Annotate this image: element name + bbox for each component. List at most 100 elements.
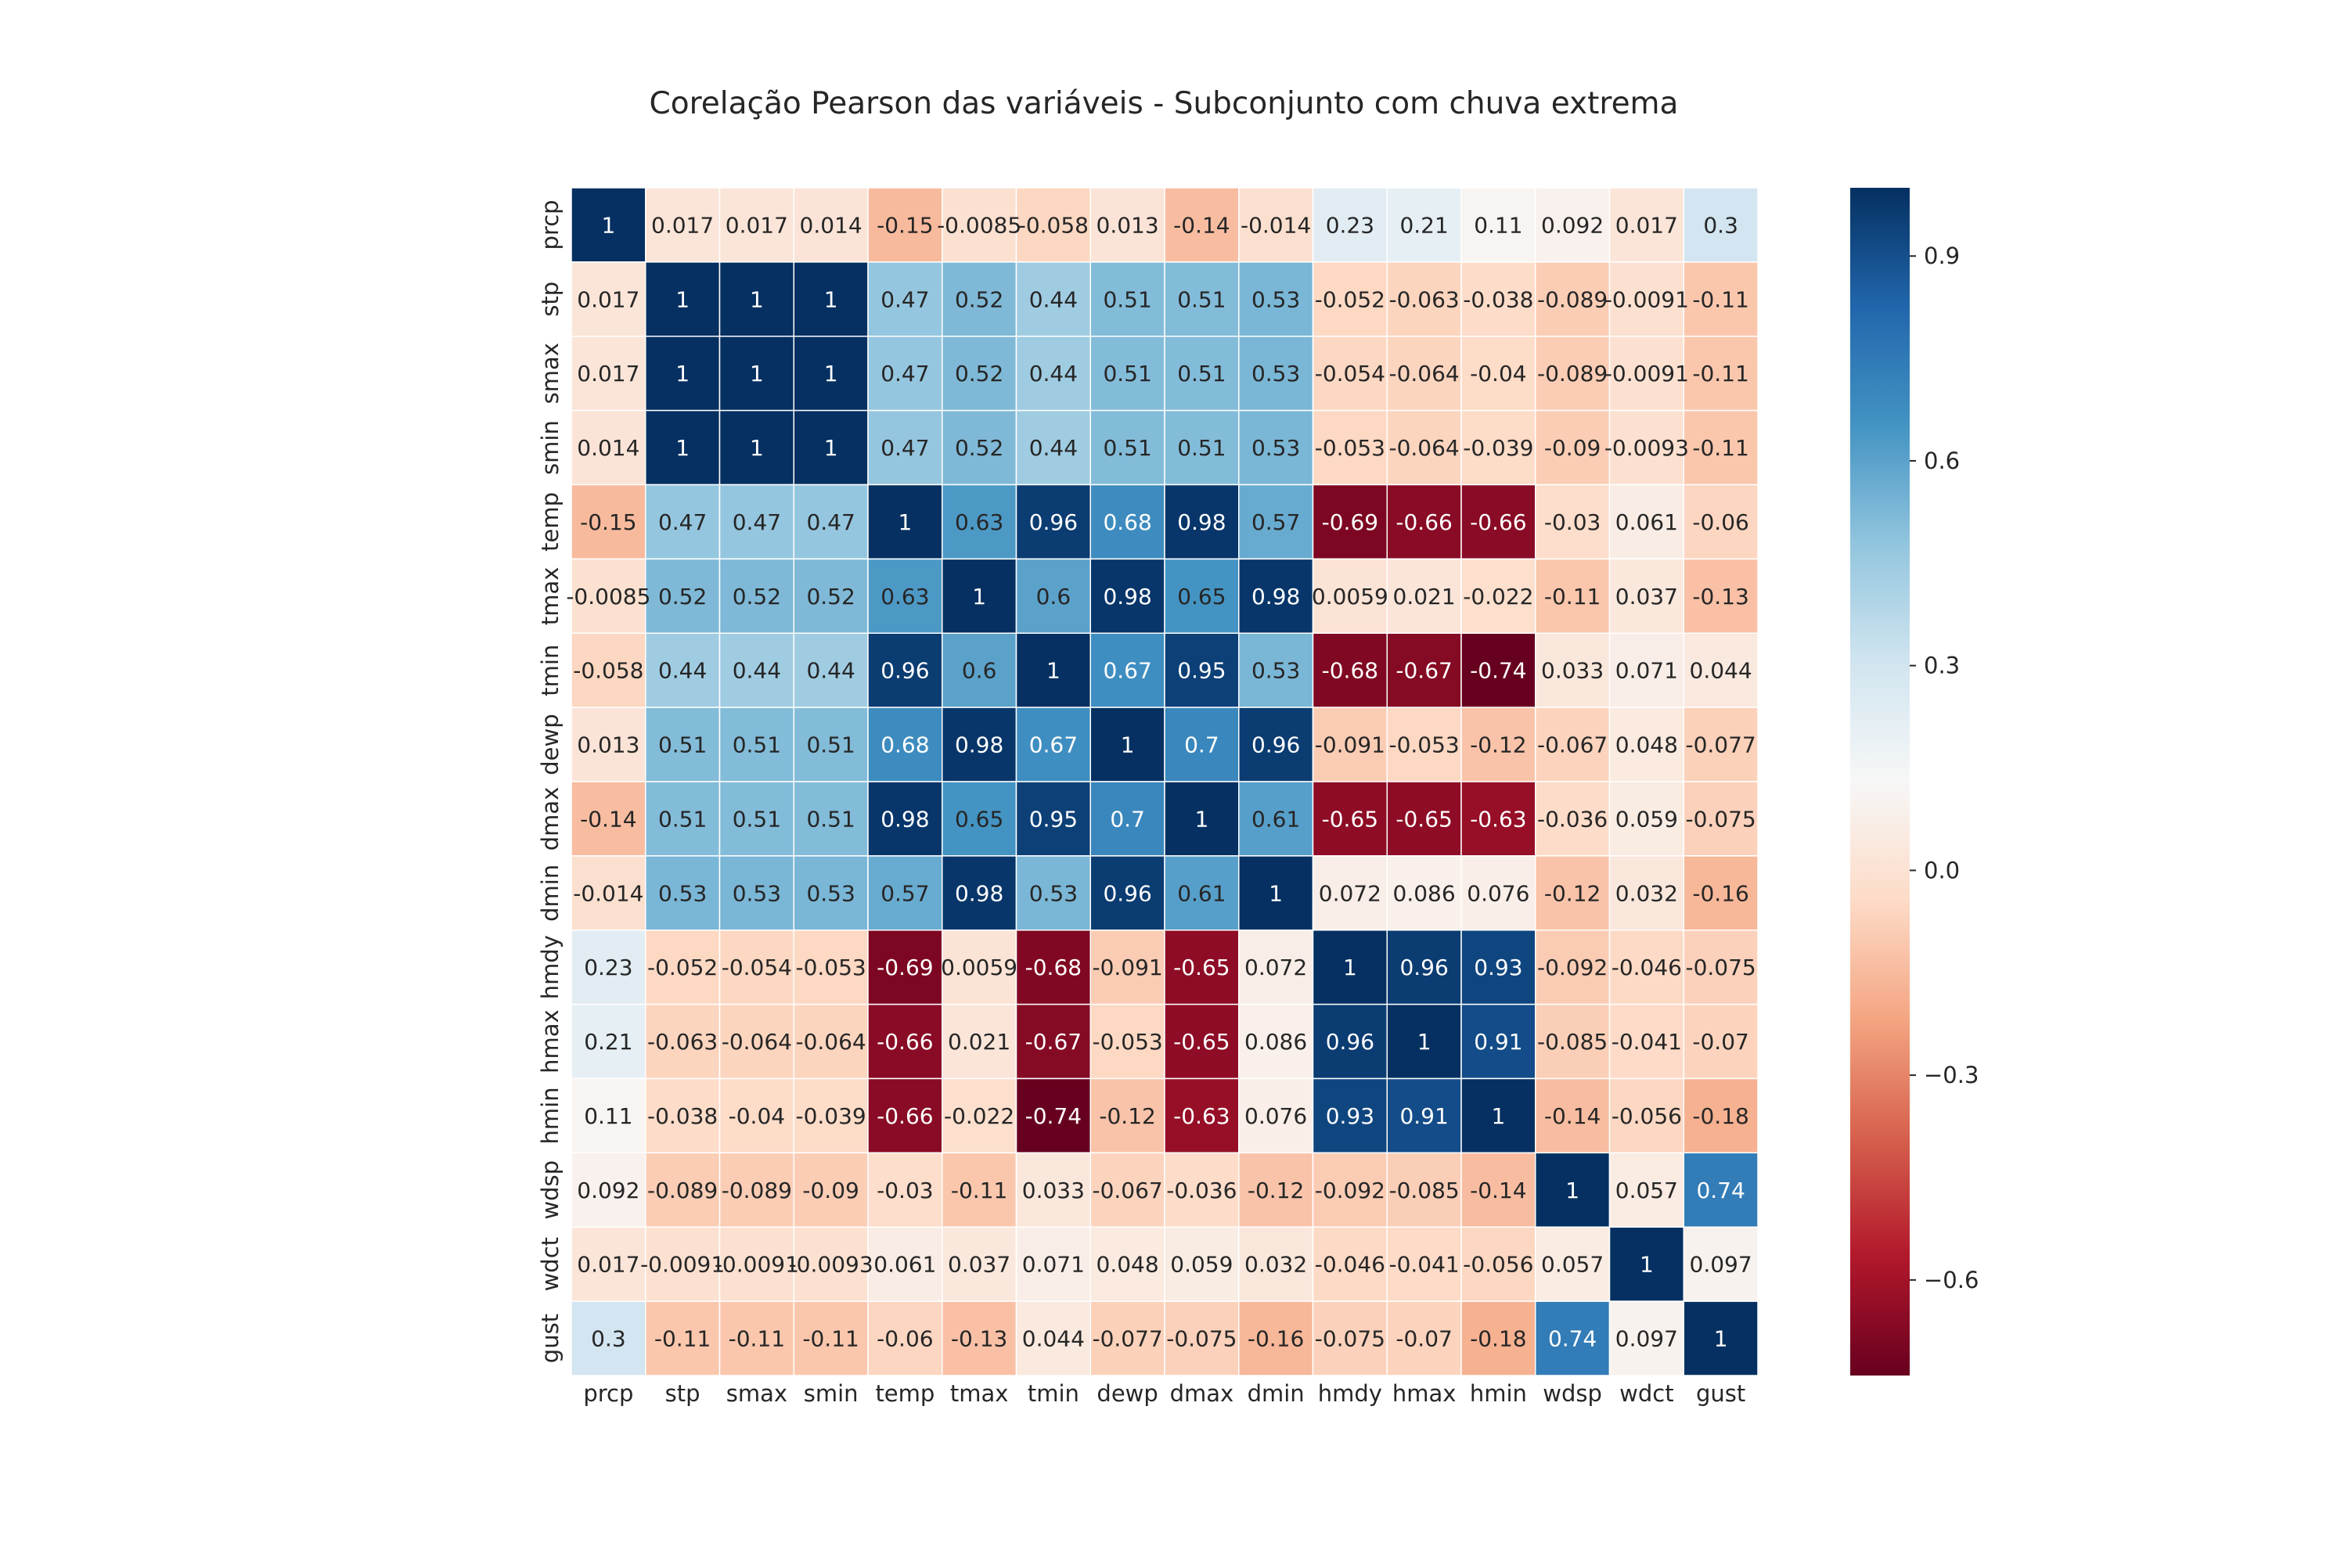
x-tick-label: smin <box>804 1380 859 1407</box>
cell-value-label: -0.06 <box>877 1326 933 1352</box>
cell-value-label: 1 <box>1269 880 1283 906</box>
cell-value-label: 0.52 <box>955 286 1003 312</box>
cell-value-label: 1 <box>972 584 986 610</box>
cell-value-label: -0.12 <box>1099 1103 1155 1129</box>
x-tick-label: gust <box>1696 1380 1745 1407</box>
cell-value-label: -0.053 <box>1315 435 1385 461</box>
y-tick-label: gust <box>537 1314 564 1363</box>
cell-value-label: 0.0059 <box>941 955 1017 980</box>
heatmap-cell <box>1608 707 1684 782</box>
cell-value-label: 1 <box>1046 658 1061 684</box>
heatmap-cell <box>1015 409 1091 486</box>
y-axis-tick-labels: prcp stp smax smin temp tmax tmin dewp dmax dmin h… <box>537 200 564 1363</box>
cell-value-label: -0.067 <box>1092 1178 1162 1203</box>
heatmap-cell <box>1386 930 1462 1005</box>
heatmap-cell <box>718 1003 794 1080</box>
heatmap-cell <box>1608 336 1684 412</box>
cell-value-label: -0.0085 <box>937 212 1021 238</box>
cell-value-label: 0.98 <box>880 806 929 832</box>
cell-value-label: 0.51 <box>658 732 707 758</box>
heatmap-cell <box>645 1077 721 1154</box>
heatmap-cell <box>1683 1003 1759 1080</box>
cell-value-label: 0.092 <box>1541 212 1604 238</box>
cell-value-label: -0.056 <box>1612 1103 1682 1129</box>
heatmap-cell <box>1015 1077 1091 1154</box>
heatmap-cell <box>1164 558 1240 634</box>
heatmap-cell <box>793 1152 869 1228</box>
cell-value-label: -0.053 <box>795 955 866 980</box>
x-tick-label: hmdy <box>1318 1380 1382 1407</box>
heatmap-cell <box>1015 930 1091 1005</box>
x-tick-label: hmax <box>1392 1380 1457 1407</box>
heatmap-cell <box>1089 632 1165 708</box>
heatmap-cell <box>1089 1152 1165 1228</box>
cell-value-label: -0.052 <box>647 955 718 980</box>
cell-value-label: -0.038 <box>647 1103 718 1129</box>
heatmap-cell <box>793 930 869 1005</box>
heatmap-cell <box>1386 1300 1462 1376</box>
heatmap-cell <box>867 1226 943 1302</box>
cell-value-label: -0.053 <box>1092 1029 1162 1055</box>
cell-value-label: -0.14 <box>1544 1103 1601 1129</box>
y-tick-label: wdsp <box>537 1160 564 1220</box>
cell-value-label: 0.072 <box>1244 955 1307 980</box>
cell-value-label: -0.11 <box>951 1178 1007 1203</box>
heatmap-cell <box>718 484 794 560</box>
cell-value-label: 0.048 <box>1097 1252 1159 1278</box>
heatmap-cell <box>1386 1077 1462 1154</box>
y-tick-label: tmin <box>537 645 564 696</box>
heatmap-cell <box>718 1300 794 1376</box>
cell-value-label: 0.53 <box>1251 658 1300 684</box>
cell-value-label: 0.57 <box>880 880 929 906</box>
heatmap-cell <box>942 855 1017 931</box>
cell-value-label: -0.022 <box>944 1103 1014 1129</box>
x-tick-label: wdsp <box>1543 1380 1602 1407</box>
heatmap-cell <box>1312 336 1388 412</box>
heatmap-cell <box>942 930 1017 1005</box>
heatmap-cell <box>1238 484 1314 560</box>
chart-title: Corelação Pearson das variáveis - Subcon… <box>650 86 1679 121</box>
heatmap-cell <box>645 1226 721 1302</box>
cell-value-label: -0.0093 <box>1604 435 1689 461</box>
cell-value-label: -0.66 <box>877 1103 933 1129</box>
x-tick-label: smax <box>726 1380 787 1407</box>
heatmap-cell <box>571 261 646 337</box>
cell-value-label: -0.053 <box>1388 732 1459 758</box>
cell-value-label: 0.95 <box>1029 806 1078 832</box>
cell-value-label: 0.014 <box>577 435 639 461</box>
cell-value-label: -0.0091 <box>1604 286 1689 312</box>
heatmap-cell <box>1015 1300 1091 1376</box>
cell-value-label: -0.036 <box>1537 806 1608 832</box>
heatmap-cell <box>1015 855 1091 931</box>
heatmap-cell <box>645 558 721 634</box>
heatmap-cell <box>1386 484 1462 560</box>
cell-value-label: -0.089 <box>1537 286 1608 312</box>
cell-value-label: 0.98 <box>955 880 1003 906</box>
heatmap-cell <box>645 187 721 263</box>
heatmap-cell <box>1608 261 1684 337</box>
cell-value-label: 0.51 <box>733 732 781 758</box>
heatmap-cell <box>1312 781 1388 857</box>
heatmap-cell <box>1460 484 1536 560</box>
heatmap-cell <box>571 1003 646 1080</box>
cell-value-label: 0.96 <box>1251 732 1300 758</box>
heatmap-cell <box>571 1077 646 1154</box>
cell-value-label: -0.092 <box>1537 955 1608 980</box>
heatmap-cell <box>1386 707 1462 782</box>
heatmap-cell <box>1089 1226 1165 1302</box>
cell-value-label: -0.67 <box>1025 1029 1082 1055</box>
cell-value-label: 1 <box>1343 955 1357 980</box>
x-tick-label: hmin <box>1470 1380 1527 1407</box>
heatmap-cell <box>793 336 869 412</box>
cell-value-label: -0.09 <box>802 1178 859 1203</box>
heatmap-cell <box>867 261 943 337</box>
heatmap-cell <box>571 781 646 857</box>
heatmap-cell <box>1015 558 1091 634</box>
cell-value-label: -0.16 <box>1248 1326 1304 1352</box>
y-tick-label: hmax <box>537 1009 564 1074</box>
cell-value-label: -0.0091 <box>1604 361 1689 387</box>
cell-value-label: 0.53 <box>658 880 707 906</box>
cell-value-label: 0.53 <box>1251 286 1300 312</box>
heatmap-cell <box>645 855 721 931</box>
